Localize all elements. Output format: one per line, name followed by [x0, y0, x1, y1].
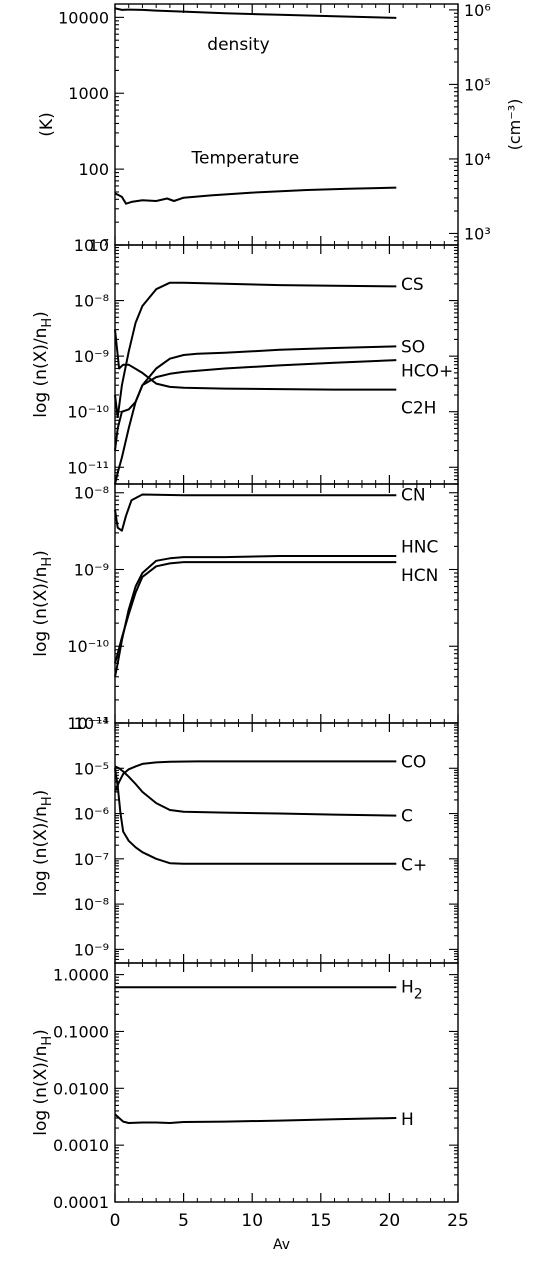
y-tick-label: 1000 — [68, 84, 109, 103]
panel-carbon-species: 10⁻⁹ 10⁻⁸ 10⁻⁷ 10⁻⁶ 10⁻⁵ 10⁻⁴ log (n(X)/nH) CO C… — [31, 714, 459, 964]
series-label: C+ — [401, 855, 427, 875]
y-tick-label: 10⁻⁴ — [74, 714, 109, 733]
panel-sulfur-carbon-chains: 10⁻¹¹ 10⁻¹⁰ 10⁻⁹ 10⁻⁸ 10⁻⁷ log (n(X)/nH) CS SO H… — [31, 236, 459, 485]
panel-nitrogen-species: 10⁻¹¹ 10⁻¹⁰ 10⁻⁹ 10⁻⁸ log (n(X)/nH) CN HNC HCN — [31, 483, 459, 733]
y-axis-label: (K) — [37, 112, 57, 136]
series-line-c — [114, 768, 397, 865]
series-label: SO — [401, 337, 425, 357]
series-line-temperature — [114, 186, 397, 205]
y-tick-label: 10⁻¹⁰ — [67, 403, 109, 422]
panel-hydrogen: 0 5 10 15 20 25 Av 0.0001 0.0010 0.0100 0.1000 1.00… — [31, 962, 469, 1253]
series-label: H2 — [401, 977, 423, 1002]
plot-frame — [114, 483, 459, 724]
series-label: H — [401, 1110, 414, 1130]
series-line-cs — [114, 281, 397, 419]
y2-tick-label: 10⁴ — [464, 150, 491, 169]
series-line-c2h — [114, 329, 397, 391]
series-label: HNC — [401, 537, 438, 557]
y-tick-label: 10⁻⁷ — [74, 850, 109, 869]
panel-temperature-density: 10 100 1000 10000 10³ 10⁴ 10⁵ 10⁶ (cm⁻³) (K) densi… — [37, 1, 524, 255]
x-tick-label: 15 — [310, 1211, 332, 1231]
series-line-c — [114, 765, 397, 817]
series-label: CO — [401, 753, 426, 773]
series-line-cn — [114, 493, 397, 532]
y-axis-label: log (n(X)/nH) — [31, 550, 55, 657]
series-line-so — [114, 345, 397, 485]
y2-tick-label: 10⁶ — [464, 1, 491, 20]
series-label: C — [401, 807, 413, 827]
y-axis-label: log (n(X)/nH) — [31, 311, 55, 418]
x-tick-label: 20 — [379, 1211, 401, 1231]
y-tick-label: 10⁻⁹ — [74, 940, 109, 959]
series-line-h — [114, 1113, 397, 1124]
y-tick-label: 10⁻⁸ — [74, 292, 109, 311]
y-tick-label: 10⁻¹¹ — [67, 714, 109, 733]
series-label: HCO+ — [401, 362, 453, 382]
y-tick-label: 10⁻⁸ — [74, 895, 109, 914]
y-tick-label: 10⁻¹¹ — [67, 458, 109, 477]
series-line-hcn — [114, 561, 397, 664]
x-tick-label: 5 — [178, 1211, 189, 1231]
x-tick-label: 10 — [241, 1211, 263, 1231]
y2-axis-label: (cm⁻³) — [505, 99, 524, 151]
y-tick-label: 10⁻⁷ — [74, 236, 109, 255]
y2-tick-label: 10³ — [464, 224, 491, 243]
series-line-hco — [114, 359, 397, 451]
series-label: density — [207, 35, 269, 55]
x-axis-label: Av — [273, 1237, 290, 1253]
y-tick-label: 10 — [89, 236, 109, 255]
y-tick-label: 10⁻⁹ — [74, 560, 109, 579]
series-label: CS — [401, 275, 424, 295]
y-tick-label: 1.0000 — [53, 966, 109, 985]
series-line-density — [114, 7, 397, 19]
series-label: Temperature — [190, 149, 299, 169]
y-axis-label: log (n(X)/nH) — [31, 1029, 55, 1136]
y-tick-label: 0.1000 — [53, 1022, 109, 1041]
y-tick-label: 0.0010 — [53, 1136, 109, 1155]
plot-frame — [114, 962, 459, 1203]
y2-tick-label: 10⁵ — [464, 75, 491, 94]
series-line-co — [114, 760, 397, 793]
y-tick-label: 10⁻⁶ — [74, 805, 109, 824]
x-tick-label: 25 — [447, 1211, 469, 1231]
plot-frame — [114, 3, 459, 246]
y-tick-label: 10⁻⁵ — [74, 759, 109, 778]
y-tick-label: 0.0001 — [53, 1193, 109, 1212]
series-label: CN — [401, 485, 426, 505]
series-label: C2H — [401, 398, 436, 418]
y-tick-label: 10⁻⁸ — [74, 484, 109, 503]
series-line-hnc — [114, 555, 397, 677]
y-axis-label: log (n(X)/nH) — [31, 790, 55, 897]
y-tick-label: 10000 — [58, 8, 109, 27]
x-tick-label: 0 — [110, 1211, 121, 1231]
y-tick-label: 100 — [78, 160, 109, 179]
series-label: HCN — [401, 566, 438, 586]
y-tick-label: 0.0100 — [53, 1079, 109, 1098]
y-tick-label: 10⁻⁹ — [74, 347, 109, 366]
y-tick-label: 10⁻¹⁰ — [67, 637, 109, 656]
